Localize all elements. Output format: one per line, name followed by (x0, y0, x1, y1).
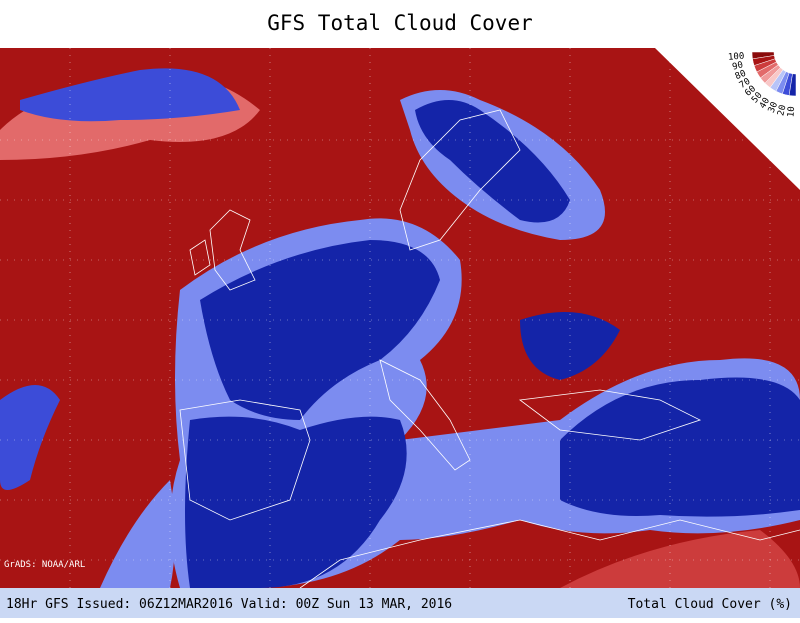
cloud-field (200, 240, 440, 420)
cloud-field (100, 480, 175, 588)
cloud-field (560, 530, 800, 588)
cloud-field (415, 100, 570, 223)
legend-label: 100 (728, 52, 745, 63)
legend-label: 80 (734, 69, 748, 82)
legend-swatch (788, 73, 797, 97)
legend-label: 10 (786, 106, 797, 118)
cloud-field (0, 385, 60, 490)
legend-label: 90 (731, 60, 744, 72)
title: GFS Total Cloud Cover (267, 11, 533, 35)
legend-label: 20 (776, 104, 788, 117)
cloud-field (520, 312, 620, 380)
cloud-field (560, 377, 800, 517)
coastlines (179, 109, 800, 589)
legend-label: 40 (758, 96, 772, 110)
footer-left: 18Hr GFS Issued: 06Z12MAR2016 Valid: 00Z… (6, 597, 452, 612)
legend-label: 30 (767, 101, 780, 115)
cloud-field (185, 416, 407, 588)
footer-bar (0, 588, 800, 618)
graticule (0, 48, 800, 588)
cloud-field (20, 68, 240, 122)
footer-right: Total Cloud Cover (%) (628, 597, 792, 612)
credit: GrADS: NOAA/ARL (4, 560, 85, 570)
legend-label: 70 (738, 77, 752, 91)
legend-corner (655, 48, 800, 190)
